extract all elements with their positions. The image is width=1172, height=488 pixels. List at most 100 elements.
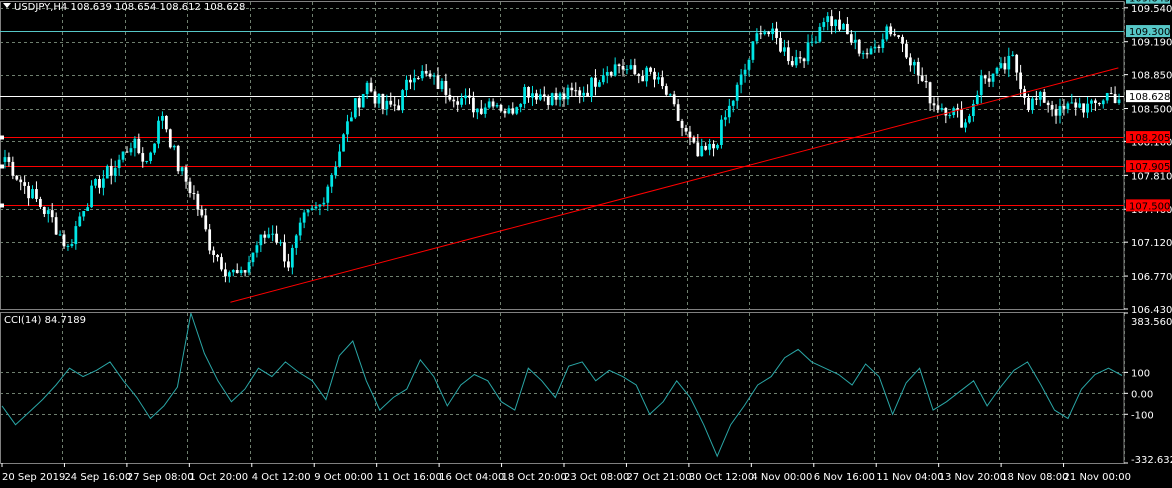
candle-body: [436, 75, 440, 90]
candle-body: [98, 179, 101, 188]
cci-axis-label: 100: [1131, 368, 1150, 379]
candle-body: [180, 167, 184, 172]
candle-body: [834, 19, 837, 27]
candle-body: [389, 100, 393, 105]
candle-body: [310, 208, 314, 210]
candle-body: [306, 209, 310, 213]
candle-body: [94, 179, 97, 186]
candle-body: [912, 61, 916, 66]
horizontal-levels[interactable]: [0, 0, 1124, 208]
cci-indicator: [1, 312, 1123, 458]
collapse-triangle-icon[interactable]: [3, 3, 11, 8]
candle-body: [109, 165, 113, 176]
candle-body: [157, 120, 160, 144]
candle-body: [550, 93, 554, 105]
candle-body: [771, 28, 774, 35]
candle-body: [275, 233, 278, 243]
candle-body: [247, 262, 251, 273]
candle-body: [1109, 93, 1113, 95]
candle-body: [113, 168, 117, 176]
candle-body: [802, 58, 806, 62]
level-anchor-handle[interactable]: [0, 164, 4, 169]
price-axis-label: 109.190: [1131, 38, 1172, 49]
candle-body: [794, 57, 798, 66]
candle-body: [849, 34, 853, 43]
candle-body: [1034, 98, 1038, 100]
candle-body: [735, 84, 739, 101]
candle-body: [846, 23, 849, 35]
candle-body: [696, 142, 700, 157]
candle-body: [598, 82, 601, 87]
cci-line: [1, 312, 1123, 458]
candle-body: [1011, 54, 1015, 56]
candle-body: [527, 86, 530, 98]
candle-body: [1027, 97, 1030, 111]
candle-body: [629, 65, 633, 70]
time-axis-label: 16 Oct 04:00: [439, 472, 504, 483]
candle-body: [401, 90, 404, 111]
candle-body: [381, 93, 385, 110]
candle-body: [676, 104, 680, 121]
candle-body: [806, 42, 810, 62]
candle-body: [798, 57, 802, 59]
trendline-group[interactable]: [230, 67, 1119, 303]
level-anchor-handle[interactable]: [0, 203, 4, 208]
candle-body: [515, 107, 519, 114]
candle-body: [763, 32, 767, 35]
candle-body: [192, 193, 196, 195]
level-anchor-handle[interactable]: [0, 135, 4, 140]
candle-body: [538, 94, 542, 100]
candle-body: [133, 138, 137, 149]
candle-body: [472, 97, 475, 113]
candle-body: [188, 181, 192, 194]
indicator-header-text: CCI(14) 84.7189: [4, 315, 86, 326]
candle-body: [46, 210, 50, 214]
time-axis-label: 24 Sep 16:00: [64, 472, 131, 483]
candle-body: [216, 254, 219, 258]
candle-body: [62, 234, 66, 247]
candle-body: [393, 104, 397, 106]
candle-body: [893, 34, 897, 36]
candle-body: [314, 206, 318, 209]
candle-body: [641, 76, 645, 82]
time-axis-label: 27 Oct 21:00: [626, 472, 691, 483]
candle-body: [566, 87, 570, 100]
candle-body: [535, 93, 538, 100]
subwindow-frame: [0, 312, 1125, 464]
candle-body: [759, 33, 763, 35]
time-axis-label: 30 Oct 12:00: [689, 472, 754, 483]
candle-body: [204, 215, 208, 230]
candle-body: [1031, 98, 1034, 111]
candle-body: [574, 90, 578, 92]
trendline[interactable]: [230, 67, 1119, 303]
candle-body: [692, 137, 696, 143]
candle-body: [838, 19, 841, 30]
candle-body: [239, 270, 243, 274]
candle-body: [956, 108, 960, 110]
candle-body: [786, 47, 790, 62]
candle-body: [881, 39, 885, 48]
candle-body: [936, 105, 940, 110]
time-axis-label: 1 Oct 20:00: [189, 472, 248, 483]
candle-body: [1090, 100, 1093, 104]
candle-body: [625, 69, 629, 71]
candle-body: [479, 108, 483, 114]
time-axis-label: 27 Sep 08:00: [127, 472, 194, 483]
candle-body: [558, 93, 562, 100]
candle-body: [649, 67, 652, 72]
candle-body: [1023, 89, 1026, 98]
cci-axis-label: 383.5603: [1131, 317, 1172, 328]
candle-body: [58, 234, 62, 236]
candle-body: [1113, 94, 1117, 103]
candle-body: [519, 103, 523, 108]
candle-body: [633, 65, 637, 75]
candle-body: [346, 121, 349, 135]
candle-body: [15, 175, 19, 180]
candle-body: [1094, 100, 1097, 103]
candle-body: [353, 98, 357, 118]
candle-body: [82, 211, 86, 217]
candle-body: [578, 90, 582, 96]
candle-body: [416, 78, 420, 80]
